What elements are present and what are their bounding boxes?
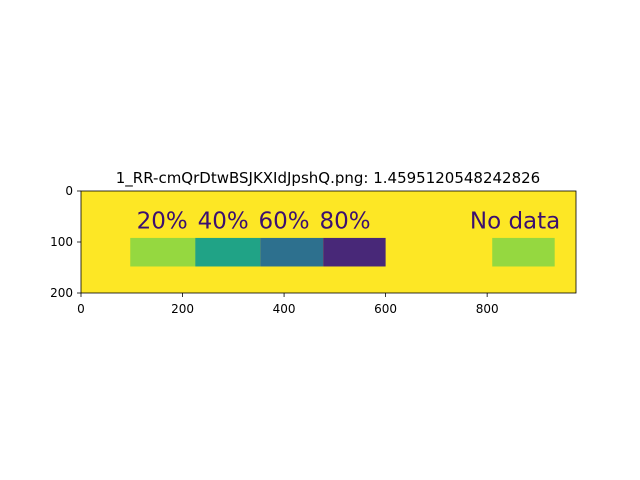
image-label: 80% [319,209,370,235]
y-tick-label: 0 [65,184,73,198]
plot-area: 20% 40% 60% 80% No data [80,190,577,294]
chart-title: 1_RR-cmQrDtwBSJKXIdJpshQ.png: 1.45951205… [116,169,540,188]
swatch-4 [492,237,555,267]
swatch-3 [323,237,386,267]
swatch-2 [260,237,324,267]
image-label: 40% [198,209,249,235]
image-label: 20% [137,209,188,235]
x-tick-label: 200 [171,302,194,316]
x-tick-label: 600 [374,302,397,316]
image-label: 60% [259,209,310,235]
x-tick-label: 800 [476,302,499,316]
y-tick-label: 200 [50,286,73,300]
y-axis: 0 100 200 [50,184,81,300]
x-tick-label: 400 [273,302,296,316]
swatch-1 [195,237,261,267]
swatch-0 [130,237,196,267]
image-label: No data [470,209,560,235]
x-tick-label: 0 [77,302,85,316]
x-axis: 0 200 400 600 800 [77,293,499,316]
y-tick-label: 100 [50,235,73,249]
